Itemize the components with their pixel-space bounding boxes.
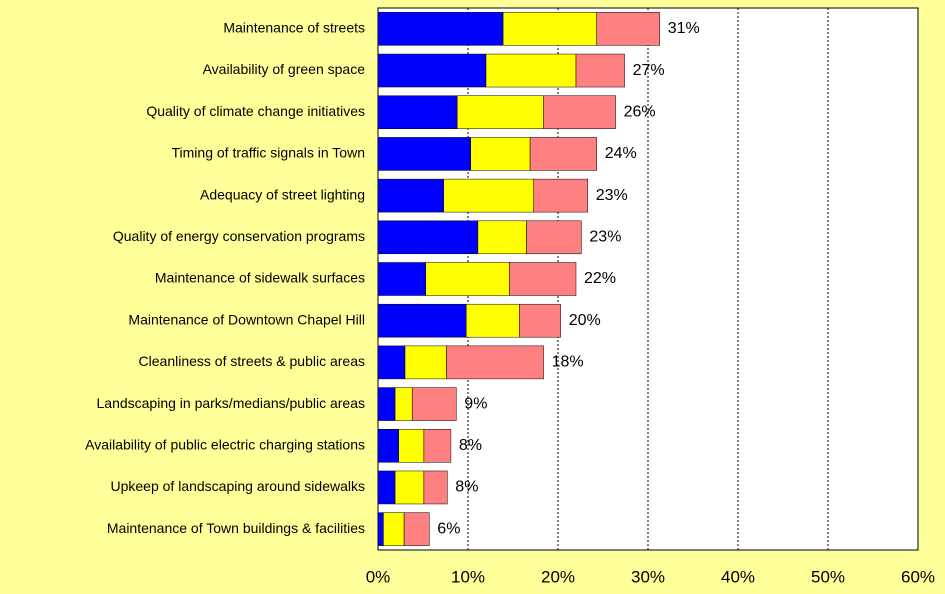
bar-segment bbox=[411, 387, 457, 421]
y-tick-label: Availability of public electric charging… bbox=[85, 436, 365, 452]
y-tick-label: Cleanliness of streets & public areas bbox=[139, 353, 365, 369]
x-tick-label: 60% bbox=[901, 567, 935, 586]
bar-segment bbox=[377, 345, 406, 380]
bar-segment bbox=[403, 512, 430, 546]
value-label: 8% bbox=[459, 437, 482, 454]
bar-segment bbox=[377, 262, 426, 296]
value-label: 26% bbox=[624, 103, 656, 120]
bar-segment bbox=[596, 12, 660, 46]
y-tick-label: Landscaping in parks/medians/public area… bbox=[97, 395, 366, 411]
bar-segment bbox=[456, 95, 544, 129]
y-tick-label: Timing of traffic signals in Town bbox=[172, 145, 366, 161]
bar-segment bbox=[394, 387, 413, 421]
bar-segment bbox=[423, 429, 452, 463]
bar-segment bbox=[470, 137, 531, 171]
y-tick-label: Maintenance of streets bbox=[223, 20, 365, 36]
bar-segment bbox=[446, 345, 544, 380]
y-tick-label: Availability of green space bbox=[203, 61, 366, 77]
bar-segment bbox=[425, 262, 510, 296]
bar-segment bbox=[377, 512, 384, 546]
bar-segment bbox=[394, 470, 425, 505]
bar-segment bbox=[377, 95, 458, 129]
y-tick-label: Upkeep of landscaping around sidewalks bbox=[111, 478, 366, 494]
bar-segment bbox=[377, 220, 479, 255]
bar-segment bbox=[509, 262, 577, 296]
value-label: 8% bbox=[455, 479, 478, 496]
value-label: 27% bbox=[633, 62, 665, 79]
x-tick-label: 20% bbox=[541, 567, 575, 586]
y-tick-label: Adequacy of street lighting bbox=[200, 186, 365, 202]
bar-segment bbox=[377, 137, 471, 171]
y-tick-label: Quality of climate change initiatives bbox=[146, 103, 365, 119]
bar-segment bbox=[377, 387, 396, 421]
x-tick-label: 50% bbox=[811, 567, 845, 586]
bar-segment bbox=[404, 345, 447, 380]
bar-segment bbox=[423, 470, 448, 505]
value-label: 20% bbox=[569, 312, 601, 329]
value-label: 23% bbox=[589, 229, 621, 246]
y-tick-label: Maintenance of Town buildings & faciliti… bbox=[107, 520, 365, 536]
value-label: 22% bbox=[584, 270, 616, 287]
x-tick-label: 0% bbox=[366, 567, 391, 586]
bar-segment bbox=[543, 95, 616, 129]
value-label: 23% bbox=[596, 187, 628, 204]
bar-segment bbox=[377, 178, 444, 213]
y-tick-label: Maintenance of Downtown Chapel Hill bbox=[128, 311, 365, 327]
bar-segment bbox=[575, 53, 625, 88]
bar-segment bbox=[477, 220, 527, 255]
value-label: 24% bbox=[605, 145, 637, 162]
y-tick-label: Quality of energy conservation programs bbox=[113, 228, 365, 244]
bar-segment bbox=[398, 429, 425, 463]
value-label: 9% bbox=[464, 395, 487, 412]
value-label: 6% bbox=[437, 520, 460, 537]
x-tick-label: 10% bbox=[451, 567, 485, 586]
bar-segment bbox=[377, 303, 467, 338]
bar-segment bbox=[502, 12, 597, 46]
x-tick-label: 40% bbox=[721, 567, 755, 586]
bar-segment bbox=[533, 178, 588, 213]
bar-segment bbox=[377, 12, 504, 46]
bar-segment bbox=[485, 53, 577, 88]
bar-segment bbox=[526, 220, 582, 255]
bar-segment bbox=[383, 512, 405, 546]
bar-segment bbox=[377, 429, 399, 463]
value-label: 31% bbox=[668, 20, 700, 37]
bar-segment bbox=[377, 470, 396, 505]
bar-segment bbox=[529, 137, 597, 171]
bar-segment bbox=[443, 178, 534, 213]
x-tick-label: 30% bbox=[631, 567, 665, 586]
bar-segment bbox=[377, 53, 487, 88]
value-label: 18% bbox=[552, 354, 584, 371]
bar-segment bbox=[465, 303, 520, 338]
bar-segment bbox=[519, 303, 561, 338]
y-tick-label: Maintenance of sidewalk surfaces bbox=[155, 270, 365, 286]
